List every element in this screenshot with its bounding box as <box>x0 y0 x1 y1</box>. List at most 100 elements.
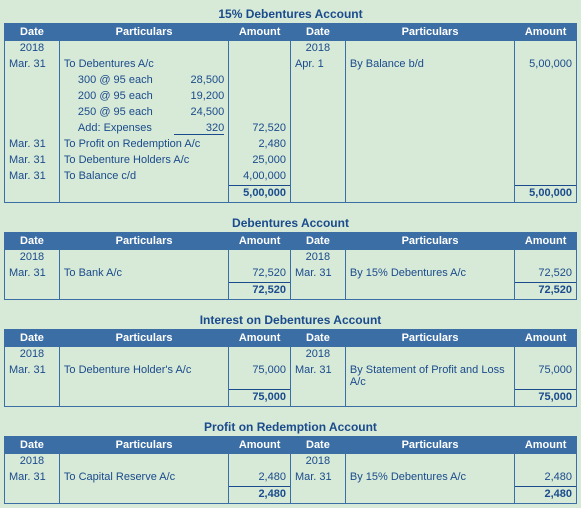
total-row: 72,520 72,520 <box>5 283 577 300</box>
particulars-cell: By 15% Debentures A/c <box>345 266 514 283</box>
col-particulars: Particulars <box>345 436 514 453</box>
year-cell: 2018 <box>5 41 60 58</box>
date-cell: Mar. 31 <box>290 363 345 389</box>
year-cell: 2018 <box>290 250 345 267</box>
col-date: Date <box>5 233 60 250</box>
ledger-row: Add: Expenses320 72,520 <box>5 121 577 137</box>
ledger-row: 2018 2018 <box>5 453 577 470</box>
total-amount: 2,480 <box>229 486 291 503</box>
col-amount: Amount <box>229 233 291 250</box>
ledger-table: Date Particulars Amount Date Particulars… <box>4 436 577 504</box>
ledger-title: 15% Debentures Account <box>4 4 577 23</box>
date-cell: Mar. 31 <box>5 470 60 487</box>
ledger-row: Mar. 31 To Bank A/c 72,520Mar. 31 By 15%… <box>5 266 577 283</box>
total-amount: 2,480 <box>515 486 577 503</box>
amount-cell <box>229 57 291 73</box>
particulars-cell: 200 @ 95 each19,200 <box>59 89 228 105</box>
col-particulars: Particulars <box>345 24 514 41</box>
total-amount: 75,000 <box>229 389 291 406</box>
date-cell: Mar. 31 <box>5 153 60 169</box>
date-cell <box>5 105 60 121</box>
amount-cell: 5,00,000 <box>515 57 577 73</box>
ledger-row: 2018 2018 <box>5 250 577 267</box>
ledger-row: Mar. 31 To Capital Reserve A/c 2,480Mar.… <box>5 470 577 487</box>
year-cell: 2018 <box>290 347 345 364</box>
ledger-row: Mar. 31 To Balance c/d 4,00,000 <box>5 169 577 186</box>
ledger-row: Mar. 31 To Debenture Holder's A/c 75,000… <box>5 363 577 389</box>
date-cell: Mar. 31 <box>5 137 60 153</box>
ledger-row: 300 @ 95 each28,500 <box>5 73 577 89</box>
particulars-cell: To Balance c/d <box>59 169 228 186</box>
col-amount: Amount <box>229 330 291 347</box>
amount-cell: 25,000 <box>229 153 291 169</box>
col-amount: Amount <box>515 233 577 250</box>
year-cell: 2018 <box>5 250 60 267</box>
col-date: Date <box>290 436 345 453</box>
date-cell <box>5 121 60 137</box>
total-amount: 5,00,000 <box>229 186 291 203</box>
amount-cell <box>229 89 291 105</box>
col-particulars: Particulars <box>59 330 228 347</box>
amount-cell: 72,520 <box>229 266 291 283</box>
particulars-cell: To Profit on Redemption A/c <box>59 137 228 153</box>
particulars-cell: To Debenture Holders A/c <box>59 153 228 169</box>
ledger-table: Date Particulars Amount Date Particulars… <box>4 23 577 203</box>
ledger-row: 2018 2018 <box>5 41 577 58</box>
amount-cell: 4,00,000 <box>229 169 291 186</box>
amount-cell <box>229 73 291 89</box>
col-date: Date <box>5 436 60 453</box>
particulars-cell: To Debentures A/c <box>59 57 228 73</box>
col-date: Date <box>290 330 345 347</box>
amount-cell: 75,000 <box>229 363 291 389</box>
ledger-row: Mar. 31 To Debenture Holders A/c 25,000 <box>5 153 577 169</box>
ledger-title: Profit on Redemption Account <box>4 417 577 436</box>
year-cell: 2018 <box>290 41 345 58</box>
amount-cell: 2,480 <box>229 137 291 153</box>
date-cell: Mar. 31 <box>290 266 345 283</box>
particulars-cell: By Statement of Profit and Loss A/c <box>345 363 514 389</box>
col-particulars: Particulars <box>345 233 514 250</box>
date-cell <box>5 73 60 89</box>
col-amount: Amount <box>229 436 291 453</box>
total-amount: 5,00,000 <box>515 186 577 203</box>
total-amount: 72,520 <box>229 283 291 300</box>
particulars-cell: To Bank A/c <box>59 266 228 283</box>
total-row: 2,480 2,480 <box>5 486 577 503</box>
date-cell: Mar. 31 <box>5 266 60 283</box>
date-cell: Mar. 31 <box>290 470 345 487</box>
total-amount: 72,520 <box>515 283 577 300</box>
col-amount: Amount <box>515 24 577 41</box>
particulars-cell: 250 @ 95 each24,500 <box>59 105 228 121</box>
col-particulars: Particulars <box>345 330 514 347</box>
date-cell <box>5 89 60 105</box>
particulars-cell: To Debenture Holder's A/c <box>59 363 228 389</box>
ledger-row: 2018 2018 <box>5 347 577 364</box>
col-date: Date <box>290 24 345 41</box>
amount-cell: 2,480 <box>229 470 291 487</box>
ledger-table: Date Particulars Amount Date Particulars… <box>4 232 577 300</box>
particulars-cell: By 15% Debentures A/c <box>345 470 514 487</box>
col-amount: Amount <box>515 436 577 453</box>
ledger-row: 250 @ 95 each24,500 <box>5 105 577 121</box>
date-cell: Mar. 31 <box>5 57 60 73</box>
ledger-title: Debentures Account <box>4 213 577 232</box>
total-amount: 75,000 <box>515 389 577 406</box>
year-cell: 2018 <box>290 453 345 470</box>
col-particulars: Particulars <box>59 233 228 250</box>
year-cell: 2018 <box>5 347 60 364</box>
col-date: Date <box>290 233 345 250</box>
amount-cell: 75,000 <box>515 363 577 389</box>
particulars-cell: 300 @ 95 each28,500 <box>59 73 228 89</box>
total-row: 5,00,000 5,00,000 <box>5 186 577 203</box>
col-date: Date <box>5 24 60 41</box>
total-row: 75,000 75,000 <box>5 389 577 406</box>
ledger-row: Mar. 31 To Profit on Redemption A/c 2,48… <box>5 137 577 153</box>
particulars-cell: By Balance b/d <box>345 57 514 73</box>
ledger-title: Interest on Debentures Account <box>4 310 577 329</box>
particulars-cell: To Capital Reserve A/c <box>59 470 228 487</box>
col-amount: Amount <box>515 330 577 347</box>
year-cell: 2018 <box>5 453 60 470</box>
col-date: Date <box>5 330 60 347</box>
date-cell: Mar. 31 <box>5 169 60 186</box>
col-particulars: Particulars <box>59 436 228 453</box>
